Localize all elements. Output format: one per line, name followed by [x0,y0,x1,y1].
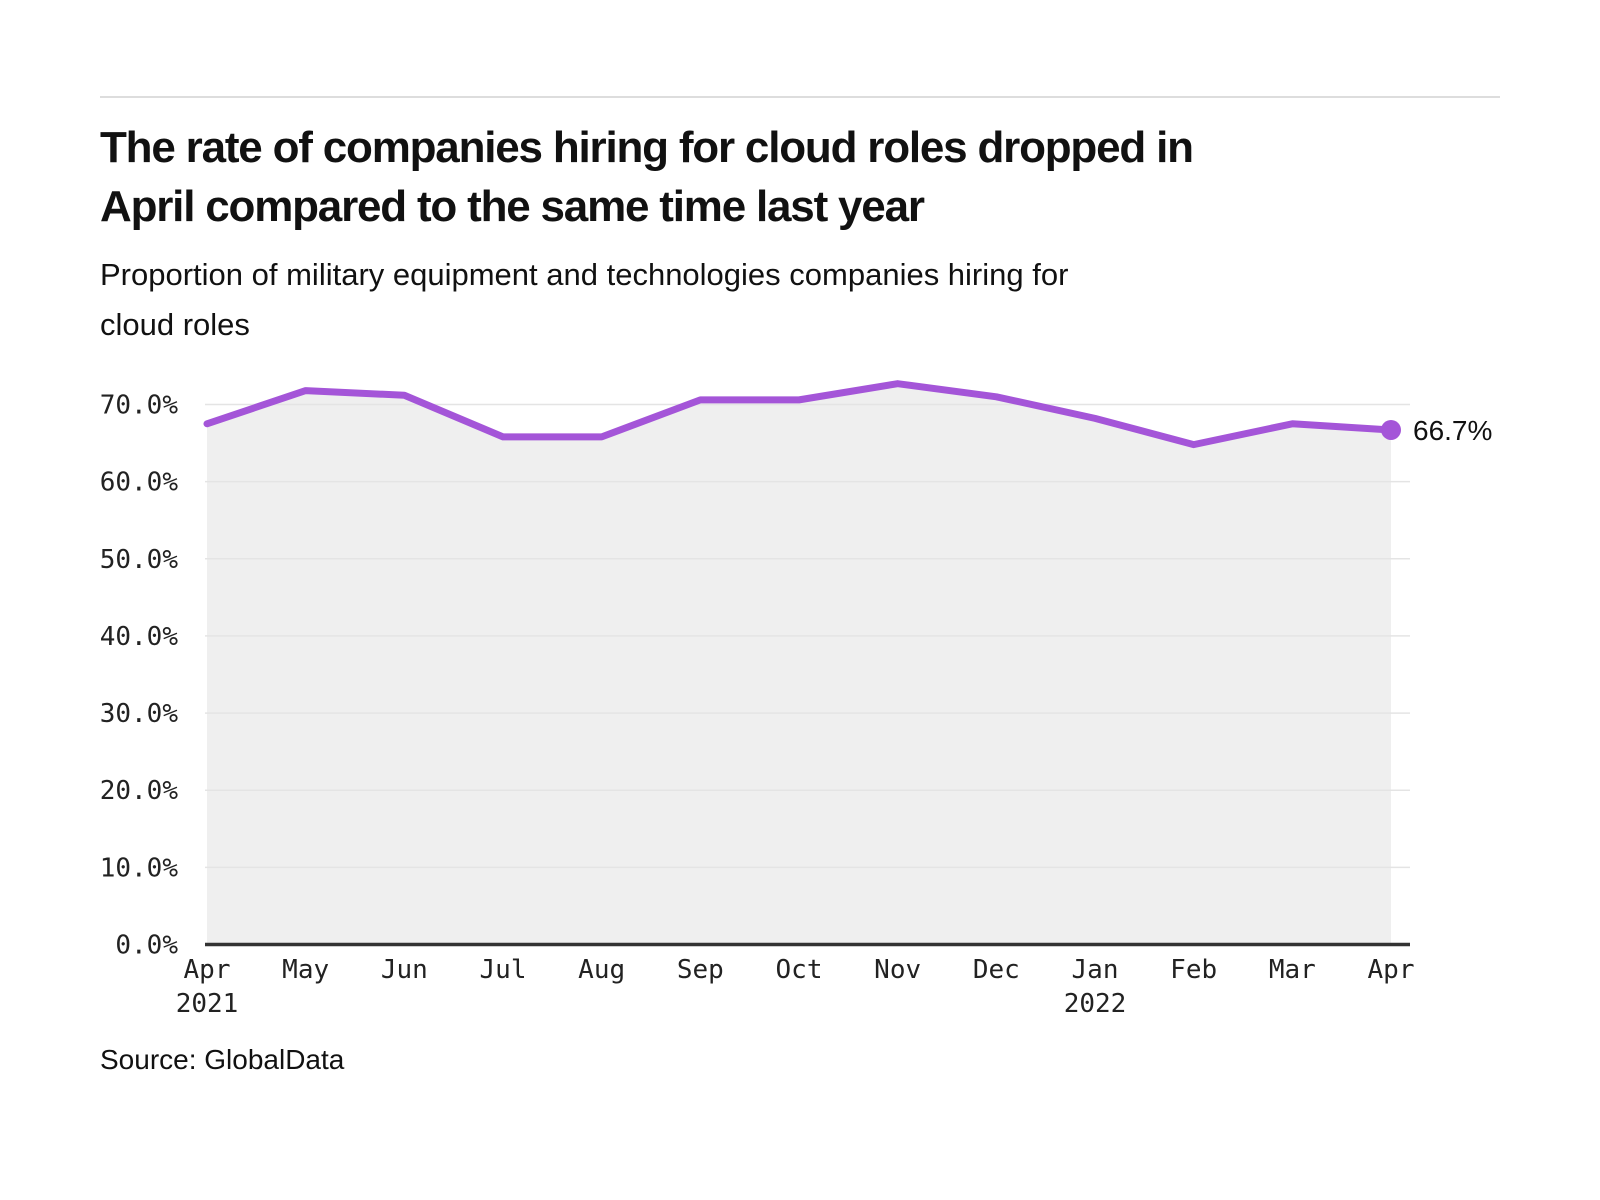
y-tick-label: 20.0% [100,776,179,806]
x-tick-label: Apr [1368,955,1415,985]
area-fill [207,383,1391,944]
x-tick-label: Oct [776,955,823,985]
y-tick-label: 10.0% [100,853,179,883]
page-subtitle: Proportion of military equipment and tec… [100,250,1500,350]
source-text: Source: GlobalData [100,1044,345,1075]
x-tick-label: Apr [184,955,231,985]
page-title: The rate of companies hiring for cloud r… [100,118,1500,237]
y-tick-label: 0.0% [115,931,178,961]
x-tick-label: Sep [677,955,724,985]
x-tick-label: May [282,955,329,985]
x-tick-label: Jan [1072,955,1119,985]
trend-line [203,380,1395,449]
page-title-line1: The rate of companies hiring for cloud r… [100,123,1194,172]
y-tick-label: 50.0% [100,545,179,575]
page-title-line2: April compared to the same time last yea… [100,182,925,232]
y-tick-label: 70.0% [100,390,179,420]
y-tick-label: 30.0% [100,699,179,729]
x-tick-label: Feb [1170,955,1217,985]
end-point-marker [1381,419,1401,440]
y-tick-label: 60.0% [100,468,179,498]
page-subtitle-line2: cloud roles [100,307,250,343]
x-tick-label: Mar [1269,955,1316,985]
x-tick-label: Dec [973,955,1020,985]
page-subtitle-line1: Proportion of military equipment and tec… [100,257,1069,292]
top-divider [100,96,1500,98]
x-year-label: 2021 [176,989,239,1019]
x-tick-label: Nov [874,955,921,985]
end-value-label: 66.7% [1413,415,1492,446]
x-year-label: 2022 [1064,989,1127,1019]
y-tick-label: 40.0% [100,622,179,652]
x-tick-label: Jun [381,955,428,985]
x-tick-label: Aug [578,955,625,985]
x-tick-label: Jul [480,955,527,985]
